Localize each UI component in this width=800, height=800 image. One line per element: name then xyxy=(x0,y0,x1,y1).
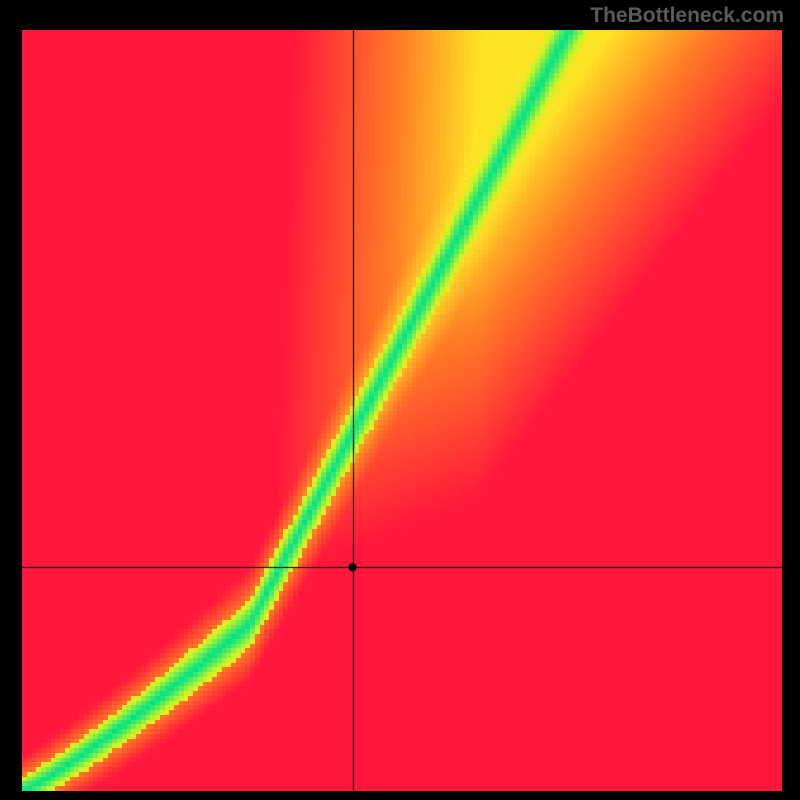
bottleneck-heatmap xyxy=(22,30,782,791)
chart-container: TheBottleneck.com xyxy=(0,0,800,800)
watermark-text: TheBottleneck.com xyxy=(590,4,784,28)
